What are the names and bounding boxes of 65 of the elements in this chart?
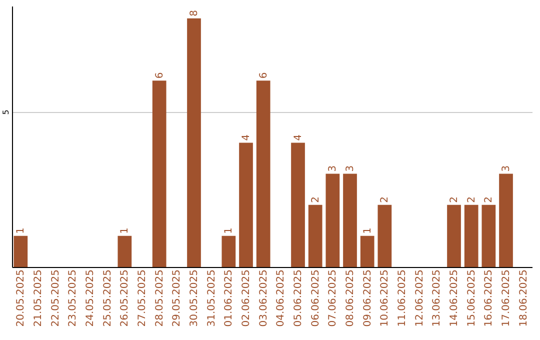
data-label: 1 [16, 228, 27, 234]
x-tick-label: 25.05.2025 [102, 270, 114, 327]
data-label: 8 [189, 10, 200, 16]
bar [447, 204, 461, 267]
data-label: 2 [449, 196, 460, 203]
data-label: 3 [345, 165, 356, 172]
x-tick-label: 16.06.2025 [484, 270, 495, 327]
bar [343, 174, 357, 267]
x-tick-label: 22.05.2025 [50, 270, 62, 327]
x-tick-label: 26.05.2025 [120, 270, 131, 327]
x-tick-label: 29.05.2025 [172, 270, 183, 327]
x-tick-label: 20.05.2025 [16, 270, 27, 327]
data-label: 6 [258, 72, 270, 79]
bar [222, 236, 236, 267]
bar [378, 204, 392, 267]
bar [482, 204, 496, 267]
bar [308, 204, 322, 267]
x-tick-label: 18.06.2025 [518, 270, 530, 327]
x-tick-label: 07.06.2025 [328, 270, 339, 327]
x-tick-label: 10.06.2025 [380, 270, 391, 327]
x-tick-label: 17.06.2025 [501, 270, 512, 327]
data-label: 2 [466, 196, 478, 203]
bar [152, 80, 166, 267]
data-label: 1 [120, 228, 131, 234]
bar [256, 80, 270, 267]
bar [118, 236, 132, 267]
data-label: 1 [362, 228, 374, 234]
x-tick-label: 11.06.2025 [397, 270, 408, 327]
x-tick-label: 27.05.2025 [137, 270, 148, 327]
bar [291, 142, 305, 267]
data-label: 6 [154, 72, 166, 79]
data-label: 1 [224, 228, 235, 234]
bar [464, 204, 478, 267]
data-label: 2 [484, 196, 495, 203]
x-tick-label: 14.06.2025 [449, 270, 460, 327]
x-tick-label: 12.06.2025 [414, 270, 426, 327]
bar [239, 142, 253, 267]
x-tick-label: 06.06.2025 [310, 270, 322, 327]
x-tick-label: 03.06.2025 [258, 270, 270, 327]
x-tick-label: 23.05.2025 [68, 270, 79, 327]
data-label: 2 [380, 196, 391, 203]
x-tick-label: 24.05.2025 [85, 270, 96, 327]
data-label: 4 [241, 134, 252, 141]
bar [360, 236, 374, 267]
x-tick-label: 09.06.2025 [362, 270, 374, 327]
x-tick-label: 13.06.2025 [432, 270, 443, 327]
x-tick-label: 21.05.2025 [33, 270, 44, 327]
x-tick-label: 08.06.2025 [345, 270, 356, 327]
data-label: 3 [328, 165, 339, 172]
x-tick-label: 05.06.2025 [293, 270, 304, 327]
data-label: 2 [310, 196, 322, 203]
data-label: 4 [293, 134, 304, 141]
bar [499, 174, 513, 267]
bar [14, 236, 28, 267]
x-tick-label: 04.06.2025 [276, 270, 287, 327]
x-tick-label: 31.05.2025 [206, 270, 218, 327]
x-tick-label: 15.06.2025 [466, 270, 478, 327]
x-tick-label: 28.05.2025 [154, 270, 166, 327]
x-tick-label: 01.06.2025 [224, 270, 235, 327]
x-tick-label: 02.06.2025 [241, 270, 252, 327]
bar [187, 18, 201, 267]
bar [326, 174, 340, 267]
x-tick-label: 30.05.2025 [189, 270, 200, 327]
data-label: 3 [501, 165, 512, 172]
y-tick-label: 5 [2, 110, 10, 115]
